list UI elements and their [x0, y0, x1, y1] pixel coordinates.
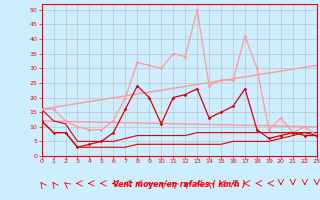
X-axis label: Vent moyen/en rafales ( km/h ): Vent moyen/en rafales ( km/h )	[113, 180, 245, 189]
